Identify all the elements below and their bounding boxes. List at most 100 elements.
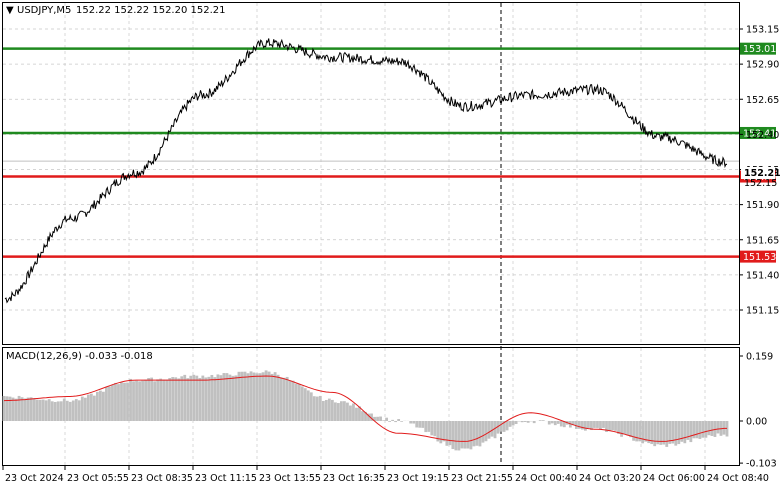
macd-bar xyxy=(379,416,382,421)
macd-bar xyxy=(526,421,530,423)
macd-bar xyxy=(26,397,30,421)
macd-bar xyxy=(653,421,657,447)
macd-bar xyxy=(29,397,33,421)
grid-lines xyxy=(3,3,739,465)
macd-bar xyxy=(135,380,138,421)
macd-bar xyxy=(532,421,536,424)
macd-bar xyxy=(668,421,672,444)
macd-bar xyxy=(288,380,292,421)
macd-bar xyxy=(602,421,605,428)
macd-bar xyxy=(300,386,304,421)
macd-bar xyxy=(355,407,358,421)
macd-bar xyxy=(186,378,190,421)
macd-bar xyxy=(650,421,654,445)
level-resistance-low[interactable]: 152.41 xyxy=(3,126,776,140)
macd-bar xyxy=(83,397,87,421)
macd-bar xyxy=(475,421,479,446)
macd-bar xyxy=(605,421,608,433)
macd-bar xyxy=(662,421,666,445)
macd-bar xyxy=(587,421,590,429)
macd-bar xyxy=(439,421,443,444)
macd-bar xyxy=(8,396,12,421)
macd-bar xyxy=(80,396,84,421)
price-pane[interactable] xyxy=(2,2,740,345)
macd-bar xyxy=(541,420,545,421)
macd-bar xyxy=(279,377,283,421)
macd-bar xyxy=(418,421,422,428)
macd-bar xyxy=(156,379,160,421)
macd-bar xyxy=(490,421,494,437)
macd-bar xyxy=(352,403,355,421)
macd-bar xyxy=(499,421,503,432)
macd-bar xyxy=(240,371,244,421)
macd-bar xyxy=(297,384,301,421)
macd-bar xyxy=(707,421,711,436)
macd-bar xyxy=(62,398,66,421)
macd-bar xyxy=(584,421,587,431)
macd-bar xyxy=(463,421,467,449)
price-tick-label: 151.40 xyxy=(746,270,779,281)
macd-bar xyxy=(644,421,648,442)
macd-bar xyxy=(692,421,696,439)
macd-bar xyxy=(32,398,36,421)
level-support-low[interactable]: 151.53 xyxy=(3,250,776,263)
macd-bar xyxy=(623,421,626,435)
macd-bar xyxy=(171,377,175,421)
macd-bar xyxy=(686,421,690,440)
macd-signal-line xyxy=(3,375,727,442)
macd-bar xyxy=(556,421,560,424)
macd-bar xyxy=(234,375,238,421)
macd-bar xyxy=(312,396,316,421)
macd-bar xyxy=(433,421,437,437)
price-tick-label: 152.90 xyxy=(746,60,779,71)
macd-tick-label: 0.00 xyxy=(746,417,767,428)
macd-bar xyxy=(599,421,602,430)
macd-bar xyxy=(318,395,322,421)
macd-bar xyxy=(550,421,554,424)
macd-bar xyxy=(547,421,551,425)
macd-bar xyxy=(74,399,78,421)
macd-bar xyxy=(264,370,268,421)
macd-bar xyxy=(553,421,557,426)
macd-bar xyxy=(704,421,708,438)
macd-bar xyxy=(632,421,636,441)
macd-bar xyxy=(120,382,123,421)
macd-bar xyxy=(680,421,684,442)
macd-bar xyxy=(689,421,693,443)
macd-bar xyxy=(484,421,488,442)
macd-bar xyxy=(577,421,581,429)
macd-bar xyxy=(559,421,563,427)
macd-bar xyxy=(367,413,370,421)
macd-bar xyxy=(44,400,48,421)
macd-bar xyxy=(391,419,395,421)
price-tick-label: 151.90 xyxy=(746,200,779,211)
dropdown-arrow-icon[interactable]: ▼ xyxy=(6,5,14,16)
macd-bar xyxy=(330,399,334,421)
macd-bar xyxy=(168,378,172,421)
macd-bar xyxy=(246,373,250,421)
macd-bar xyxy=(333,402,337,421)
macd-bar xyxy=(722,421,726,435)
macd-bar xyxy=(412,421,416,424)
macd-bar xyxy=(394,421,398,423)
macd-bar xyxy=(656,421,660,445)
macd-bar xyxy=(213,377,217,421)
macd-bar xyxy=(638,421,642,442)
macd-bar xyxy=(267,371,271,421)
macd-bar xyxy=(713,421,717,437)
macd-bar xyxy=(324,399,328,421)
macd-bar xyxy=(574,421,578,429)
macd-bar xyxy=(629,421,632,438)
macd-bar xyxy=(710,421,714,436)
macd-bar xyxy=(617,421,620,434)
level-resistance-high[interactable]: 153.01 xyxy=(3,42,776,56)
macd-bar xyxy=(436,421,440,442)
macd-bar xyxy=(201,375,205,421)
macd-bar xyxy=(20,397,24,421)
macd-bar xyxy=(716,421,720,434)
macd-bar xyxy=(445,421,449,446)
macd-bar xyxy=(228,374,232,421)
macd-bar xyxy=(635,421,639,442)
macd-bar xyxy=(2,395,6,421)
